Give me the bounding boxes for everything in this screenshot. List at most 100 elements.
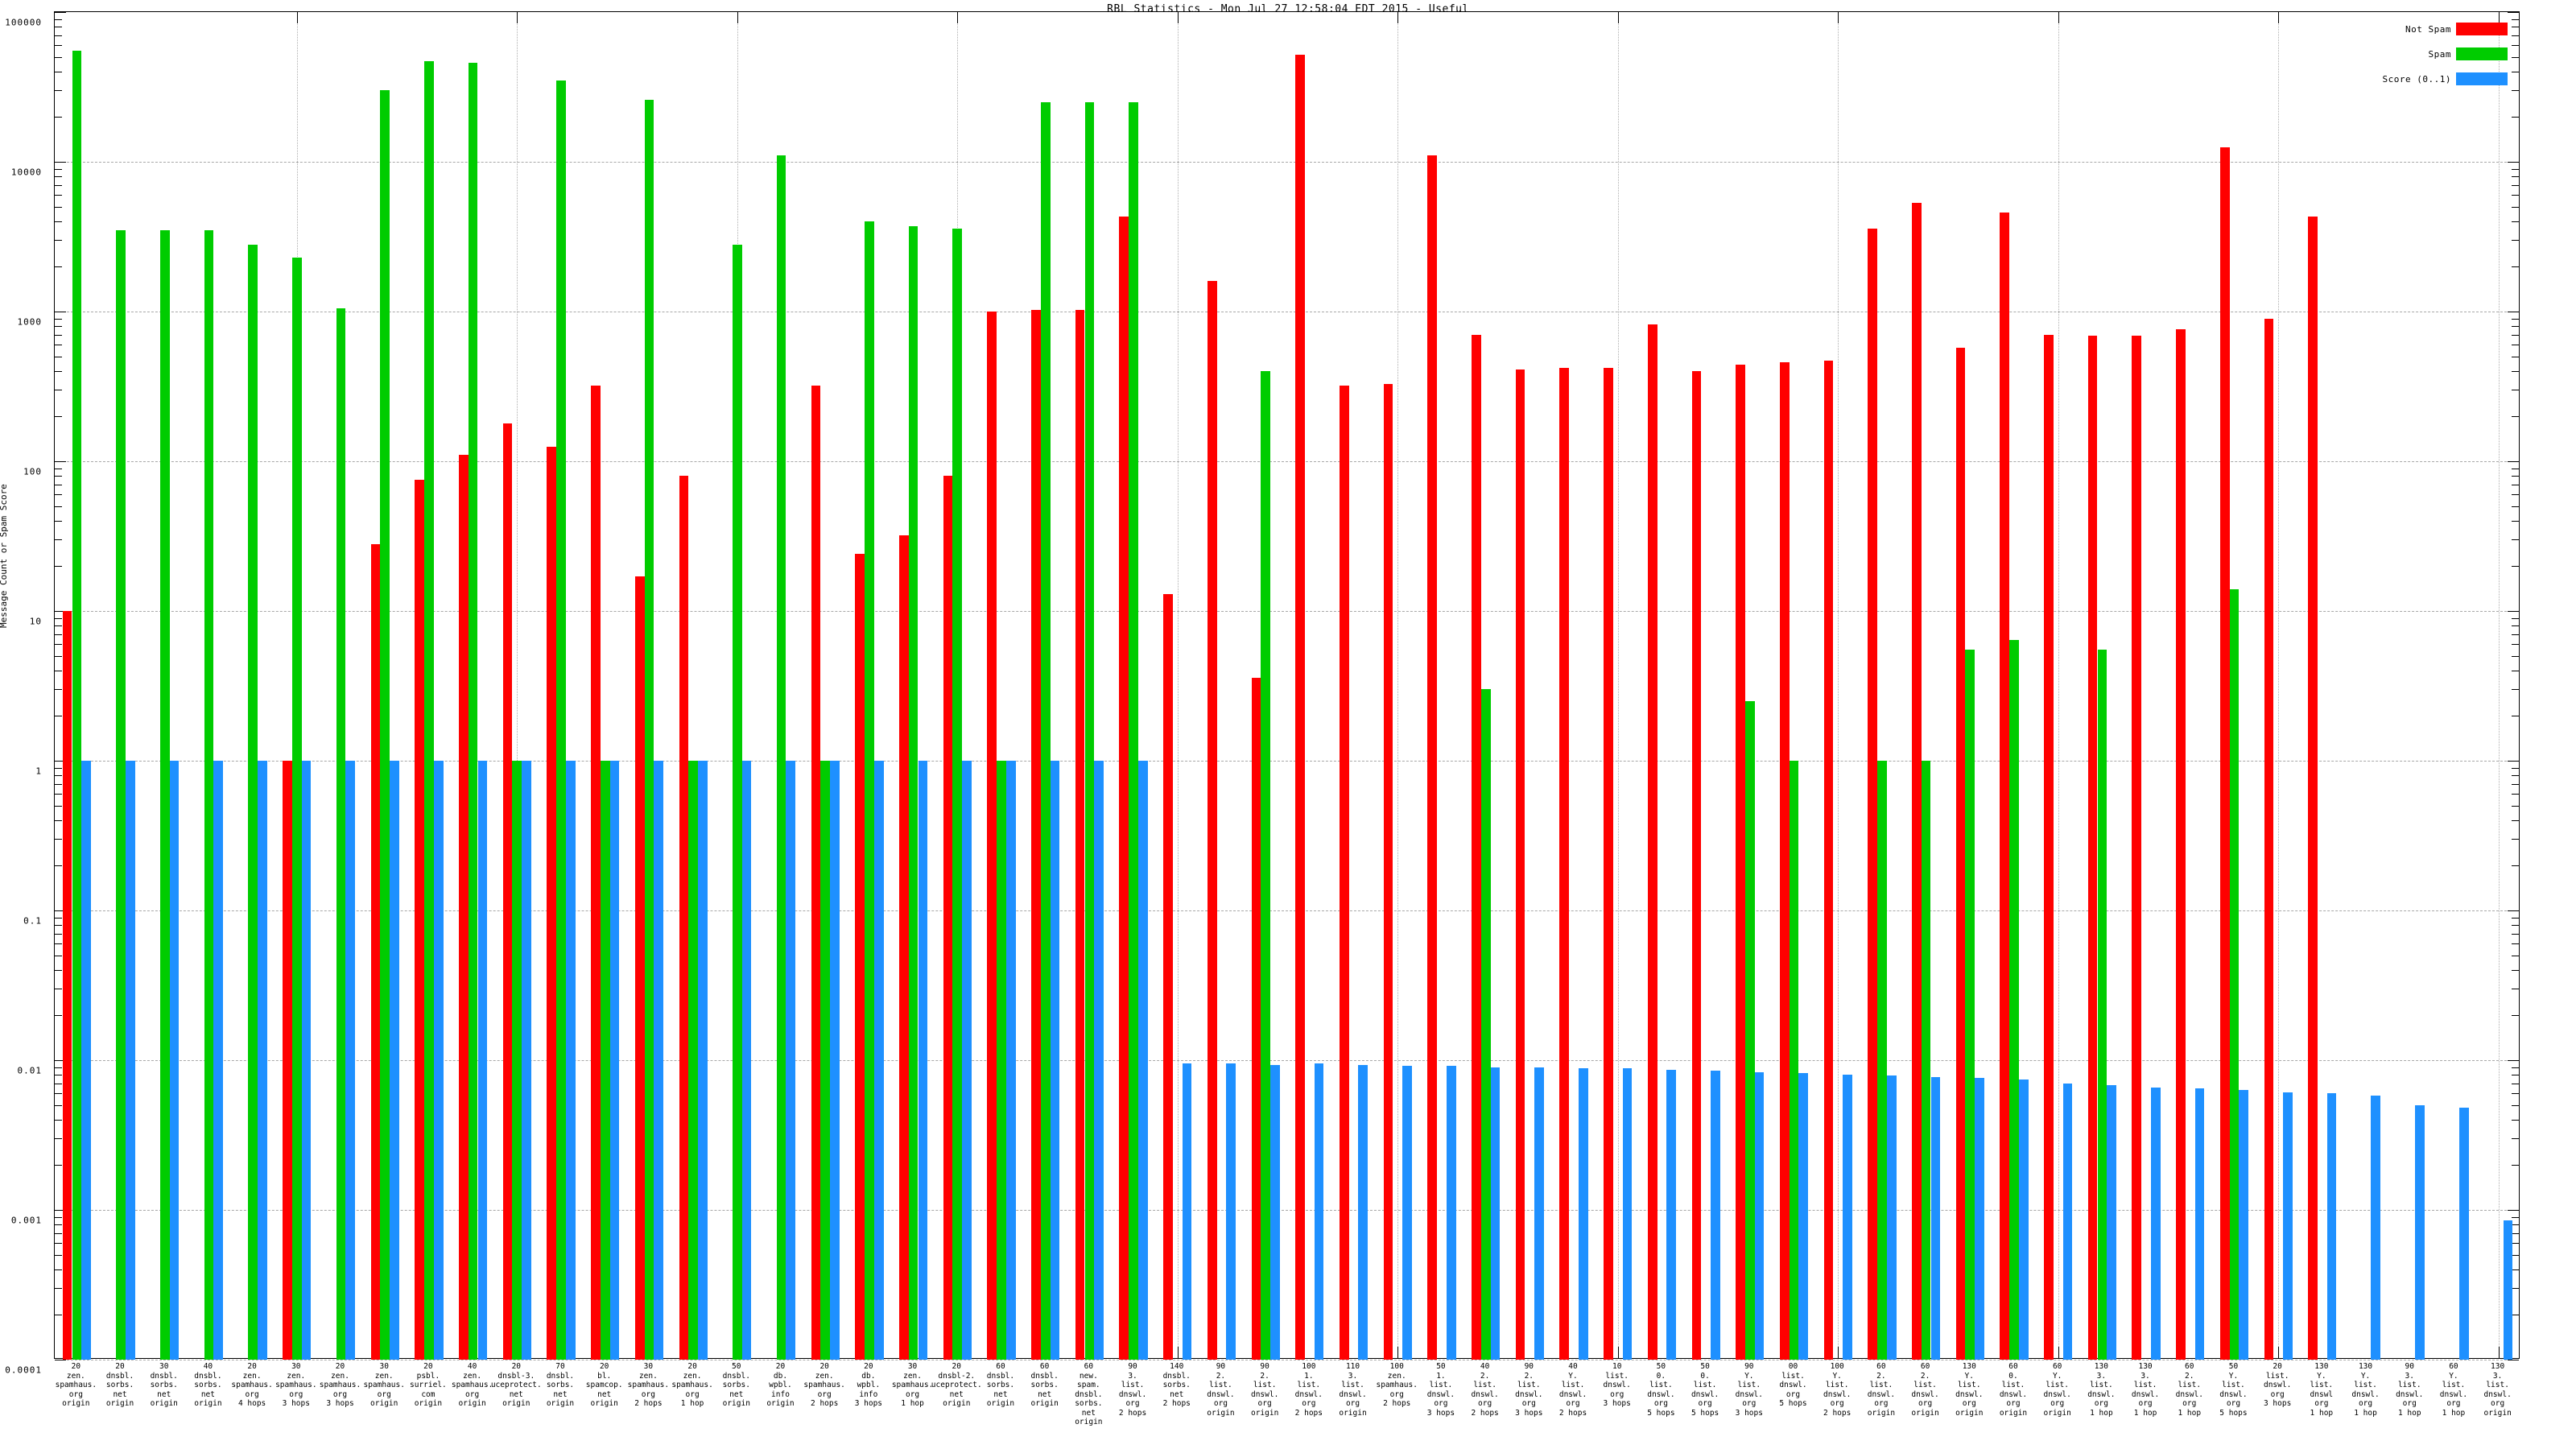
y-axis-minor-tick bbox=[2512, 176, 2519, 178]
x-axis-tick-label: 130 3. list. dnswl. org 1 hop bbox=[2087, 1362, 2116, 1418]
y-axis-minor-tick bbox=[55, 634, 62, 635]
y-axis-minor-tick bbox=[55, 1254, 62, 1256]
y-axis-minor-tick bbox=[55, 266, 62, 267]
bar-score bbox=[1711, 1071, 1720, 1360]
x-axis-tick-label: 30 zen. spamhaus. org 1 hop bbox=[891, 1362, 934, 1408]
bar-not-spam bbox=[898, 535, 909, 1360]
bar-spam bbox=[1084, 102, 1095, 1360]
grid-line-vertical bbox=[2498, 12, 2500, 1358]
bar-score bbox=[301, 761, 312, 1360]
y-axis-minor-tick bbox=[2512, 35, 2519, 36]
bar-score bbox=[698, 761, 708, 1360]
x-axis-tick-label: 50 dnsbl. sorbs. net origin bbox=[722, 1362, 750, 1408]
y-axis-minor-tick bbox=[2512, 865, 2519, 866]
bar-spam bbox=[732, 244, 742, 1360]
x-axis-tick-label: 60 2. list. dnswl. org 1 hop bbox=[2175, 1362, 2203, 1418]
y-axis-minor-tick bbox=[55, 90, 62, 92]
y-axis-tick bbox=[2508, 611, 2519, 612]
bar-not-spam bbox=[415, 480, 425, 1360]
grid-line bbox=[55, 1210, 2519, 1211]
bar-not-spam bbox=[591, 386, 601, 1360]
bar-spam bbox=[2229, 588, 2240, 1360]
bar-score bbox=[1094, 761, 1104, 1360]
y-axis-minor-tick bbox=[55, 865, 62, 866]
y-axis-minor-tick bbox=[55, 1120, 62, 1121]
bar-score bbox=[2371, 1096, 2381, 1360]
y-axis-minor-tick bbox=[2512, 19, 2519, 20]
bar-not-spam bbox=[943, 476, 953, 1360]
bar-score bbox=[81, 761, 91, 1360]
y-axis-minor-tick bbox=[2512, 56, 2519, 58]
y-axis-minor-tick bbox=[2512, 1015, 2519, 1016]
y-axis-minor-tick bbox=[2512, 521, 2519, 522]
bar-score bbox=[609, 761, 620, 1360]
x-axis-tick-label: 60 Y. list. dnswl. org origin bbox=[2043, 1362, 2071, 1418]
bar-spam bbox=[908, 226, 919, 1360]
bar-spam bbox=[1744, 701, 1755, 1360]
bar-score bbox=[1182, 1063, 1192, 1360]
y-axis-title: Message Count or Spam Score bbox=[0, 484, 9, 628]
bar-spam bbox=[952, 228, 963, 1360]
y-axis-minor-tick bbox=[2512, 1269, 2519, 1271]
x-axis-tick-label: 60 Y. list. dnswl. org 1 hop bbox=[2439, 1362, 2468, 1418]
legend-swatch-not-spam bbox=[2456, 23, 2508, 35]
bar-spam bbox=[644, 99, 654, 1360]
bar-series-container bbox=[55, 12, 2519, 1360]
y-axis-minor-tick bbox=[55, 506, 62, 507]
y-axis-minor-tick bbox=[55, 775, 62, 777]
legend-label-score: Score (0..1) bbox=[2382, 73, 2451, 85]
bar-score bbox=[2062, 1083, 2073, 1360]
y-axis-minor-tick bbox=[55, 1067, 62, 1068]
x-axis-tick-label: 60 dnsbl. sorbs. net origin bbox=[986, 1362, 1015, 1408]
y-axis-minor-tick bbox=[55, 416, 62, 417]
y-axis-minor-tick bbox=[2512, 1138, 2519, 1140]
x-axis-tick-label: 130 Y. list. dnswl. org origin bbox=[1955, 1362, 1984, 1418]
x-axis-tick-label: 60 0. list. dnswl. org origin bbox=[1999, 1362, 2028, 1418]
x-axis-tick bbox=[2278, 12, 2280, 23]
y-axis-minor-tick bbox=[2512, 634, 2519, 635]
grid-line bbox=[55, 910, 2519, 911]
x-axis-tick-label: 20 psbl. surriel. com origin bbox=[410, 1362, 447, 1408]
bar-score bbox=[2458, 1108, 2469, 1360]
y-axis-tick-label: 0.001 bbox=[10, 1215, 42, 1226]
y-axis-minor-tick bbox=[55, 1288, 62, 1290]
bar-not-spam bbox=[1604, 368, 1613, 1360]
bar-not-spam bbox=[2087, 336, 2098, 1360]
y-axis-minor-tick bbox=[2512, 805, 2519, 807]
grid-line-vertical bbox=[2058, 12, 2059, 1358]
y-axis-minor-tick bbox=[2512, 1093, 2519, 1095]
bar-spam bbox=[556, 80, 566, 1360]
y-axis-minor-tick bbox=[2512, 970, 2519, 972]
grid-line bbox=[55, 461, 2519, 462]
x-axis-tick-label: 130 Y. list. dnswl. org 1 hop bbox=[2351, 1362, 2380, 1418]
x-axis-tick-label: 20 db. wpbl. info origin bbox=[766, 1362, 795, 1408]
y-axis-minor-tick bbox=[55, 943, 62, 945]
y-axis-minor-tick bbox=[2512, 1067, 2519, 1068]
x-axis-tick-label: 90 2. list. dnswl. org origin bbox=[1250, 1362, 1279, 1418]
bar-spam bbox=[1480, 689, 1491, 1360]
grid-line bbox=[55, 761, 2519, 762]
y-axis-tick bbox=[2508, 162, 2519, 163]
bar-spam bbox=[1921, 761, 1931, 1360]
x-axis-tick-label: 20 zen. spamhaus. org 3 hops bbox=[319, 1362, 361, 1408]
y-axis-minor-tick bbox=[55, 117, 62, 118]
y-axis-minor-tick bbox=[55, 820, 62, 822]
y-axis-tick bbox=[55, 910, 66, 911]
bar-not-spam bbox=[1736, 365, 1745, 1360]
y-axis-minor-tick bbox=[2512, 1165, 2519, 1166]
x-axis-tick bbox=[2498, 1347, 2500, 1358]
bar-score bbox=[258, 761, 267, 1360]
y-axis-tick-label: 1 bbox=[35, 766, 42, 777]
x-axis-tick-label: 00 list. dnswl. org 5 hops bbox=[1779, 1362, 1807, 1408]
x-axis-tick bbox=[1838, 1347, 1839, 1358]
y-axis-minor-tick bbox=[55, 925, 62, 927]
bar-not-spam bbox=[1427, 155, 1438, 1360]
y-axis-tick bbox=[2508, 1060, 2519, 1061]
y-axis-minor-tick bbox=[2512, 266, 2519, 267]
y-axis-minor-tick bbox=[55, 617, 62, 619]
bar-not-spam bbox=[1691, 371, 1702, 1360]
bar-spam bbox=[248, 244, 258, 1360]
y-axis-minor-tick bbox=[2512, 820, 2519, 822]
legend-swatch-score bbox=[2456, 72, 2508, 85]
